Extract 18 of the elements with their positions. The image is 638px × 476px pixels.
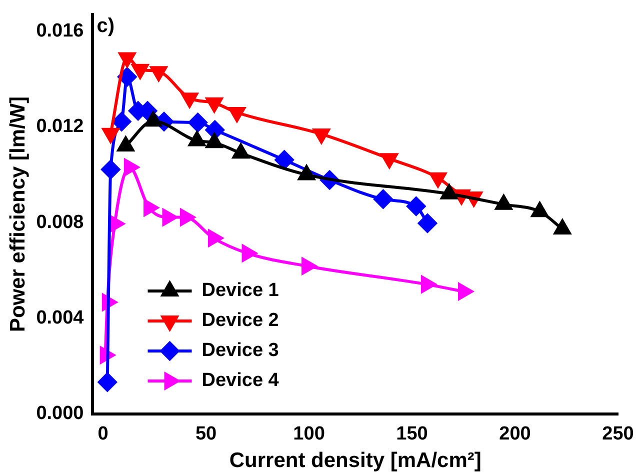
y-tick-label: 0.008	[36, 212, 84, 233]
x-tick-label: 250	[602, 424, 634, 445]
y-axis-title: Power efficiency [lm/W]	[6, 96, 30, 332]
x-tick-label: 100	[293, 424, 325, 445]
legend-label: Device 2	[202, 310, 279, 332]
x-axis-title: Current density [mA/cm²]	[229, 449, 482, 472]
y-tick-label: 0.016	[36, 20, 84, 42]
y-tick-label: 0.012	[36, 116, 84, 138]
x-tick-label: 150	[396, 424, 428, 445]
legend-label: Device 4	[202, 370, 280, 392]
x-tick-label: 0	[98, 424, 108, 445]
y-tick-label: 0.004	[36, 308, 84, 329]
x-tick-label: 200	[499, 424, 531, 445]
annotation: c)	[96, 14, 115, 37]
legend-label: Device 1	[202, 280, 280, 302]
x-tick-label: 50	[195, 424, 217, 445]
legend-label: Device 3	[202, 340, 279, 362]
y-tick-label: 0.000	[36, 403, 84, 424]
